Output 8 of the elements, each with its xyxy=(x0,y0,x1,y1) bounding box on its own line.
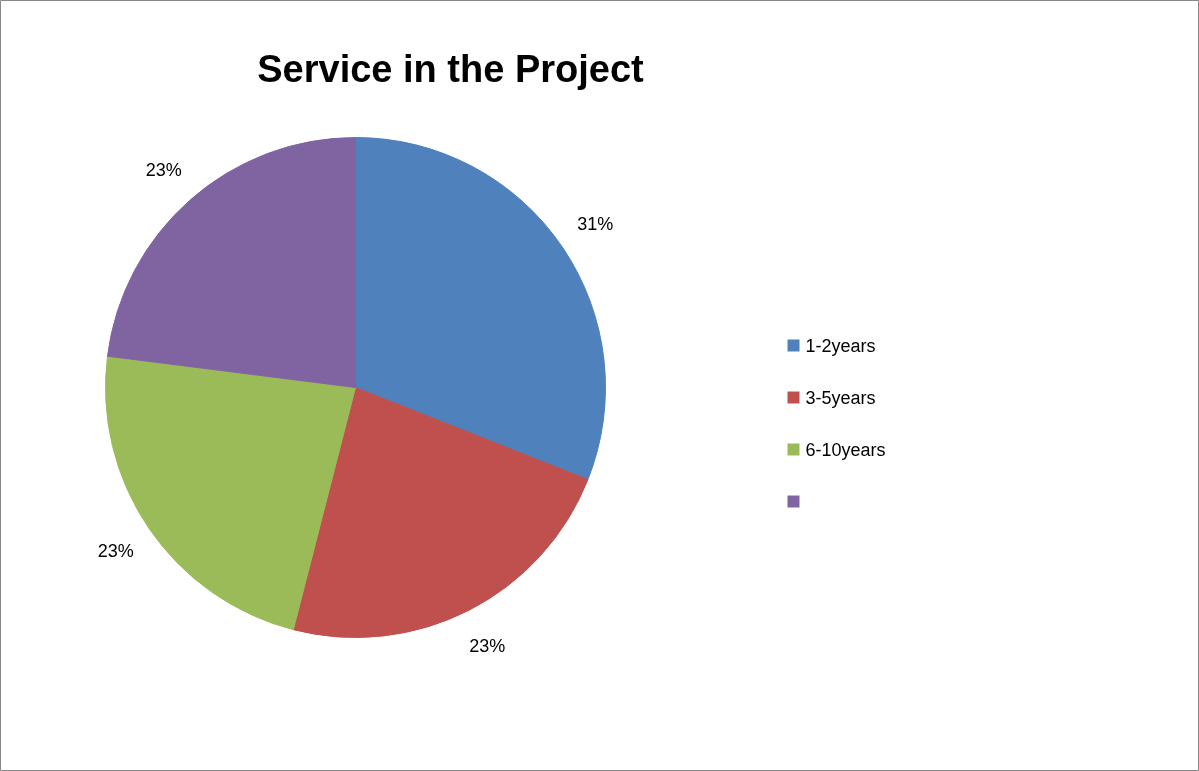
legend-label: 3-5years xyxy=(805,387,876,408)
data-label: 31% xyxy=(577,214,614,235)
data-label: 23% xyxy=(469,635,506,656)
chart-title: Service in the Project xyxy=(257,47,645,90)
data-label: 23% xyxy=(145,159,182,180)
data-label: 23% xyxy=(97,540,134,561)
legend-label: 6-10years xyxy=(805,439,886,460)
legend-label: 1-2years xyxy=(805,335,876,356)
